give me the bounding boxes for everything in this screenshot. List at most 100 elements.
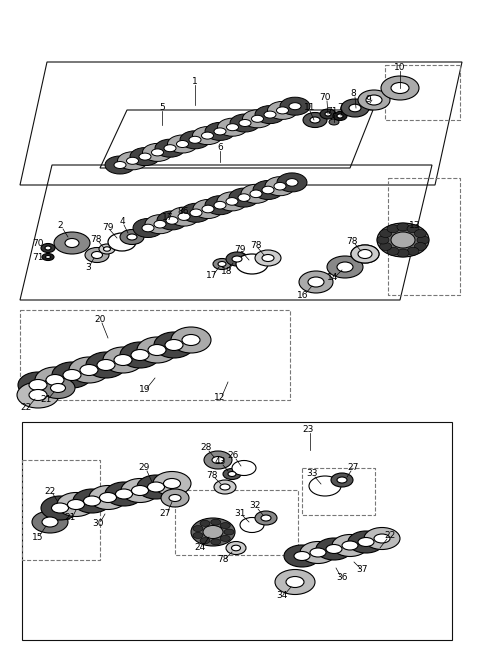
Ellipse shape xyxy=(105,156,135,174)
Ellipse shape xyxy=(85,247,109,262)
Ellipse shape xyxy=(262,255,274,262)
Text: 5: 5 xyxy=(159,104,165,112)
Ellipse shape xyxy=(29,380,47,390)
Ellipse shape xyxy=(275,569,315,594)
Ellipse shape xyxy=(155,139,185,157)
Text: 33: 33 xyxy=(306,470,318,478)
Ellipse shape xyxy=(152,149,164,156)
Ellipse shape xyxy=(204,527,222,537)
Ellipse shape xyxy=(391,232,415,248)
Ellipse shape xyxy=(267,102,298,119)
Ellipse shape xyxy=(214,201,226,209)
Ellipse shape xyxy=(178,213,190,220)
Ellipse shape xyxy=(204,451,232,469)
Text: 9: 9 xyxy=(365,96,371,104)
Ellipse shape xyxy=(387,247,399,255)
Ellipse shape xyxy=(309,476,341,496)
Ellipse shape xyxy=(265,176,295,195)
Text: 27: 27 xyxy=(348,464,359,472)
Ellipse shape xyxy=(337,477,347,483)
Ellipse shape xyxy=(65,239,79,247)
Ellipse shape xyxy=(280,97,310,115)
Ellipse shape xyxy=(286,577,304,588)
Text: 26: 26 xyxy=(228,451,239,461)
Ellipse shape xyxy=(329,119,339,125)
Ellipse shape xyxy=(213,258,231,270)
Ellipse shape xyxy=(308,277,324,287)
Ellipse shape xyxy=(240,518,264,533)
Ellipse shape xyxy=(358,90,390,110)
Ellipse shape xyxy=(29,390,47,401)
Text: 22: 22 xyxy=(44,487,56,497)
Ellipse shape xyxy=(231,545,240,551)
Text: 30: 30 xyxy=(92,518,104,527)
Ellipse shape xyxy=(193,199,223,218)
Ellipse shape xyxy=(46,255,50,258)
Ellipse shape xyxy=(274,182,286,190)
Text: 28: 28 xyxy=(200,443,212,453)
Ellipse shape xyxy=(220,484,230,490)
Ellipse shape xyxy=(250,190,262,197)
Ellipse shape xyxy=(300,541,336,564)
Text: 78: 78 xyxy=(346,237,358,245)
Ellipse shape xyxy=(217,192,247,211)
Text: 14: 14 xyxy=(327,274,339,283)
Ellipse shape xyxy=(310,548,326,557)
Ellipse shape xyxy=(121,478,159,502)
Ellipse shape xyxy=(211,519,221,525)
Ellipse shape xyxy=(261,515,271,521)
Ellipse shape xyxy=(276,107,288,114)
Ellipse shape xyxy=(320,109,336,119)
Text: 27: 27 xyxy=(159,508,171,518)
Ellipse shape xyxy=(348,531,384,553)
Ellipse shape xyxy=(342,541,358,550)
Text: 29: 29 xyxy=(138,464,150,472)
Ellipse shape xyxy=(139,153,151,160)
Ellipse shape xyxy=(255,106,285,123)
Ellipse shape xyxy=(120,230,144,245)
Ellipse shape xyxy=(165,340,183,350)
Ellipse shape xyxy=(166,216,178,224)
Ellipse shape xyxy=(417,236,429,244)
Text: 70: 70 xyxy=(319,94,331,102)
Ellipse shape xyxy=(351,245,379,263)
Text: 32: 32 xyxy=(249,501,261,510)
Ellipse shape xyxy=(164,478,180,489)
Ellipse shape xyxy=(120,342,160,368)
Ellipse shape xyxy=(232,256,242,262)
Ellipse shape xyxy=(349,104,361,112)
Ellipse shape xyxy=(264,111,276,118)
Ellipse shape xyxy=(132,485,148,495)
Ellipse shape xyxy=(89,485,127,510)
Ellipse shape xyxy=(407,225,419,233)
Text: 6: 6 xyxy=(217,144,223,152)
Ellipse shape xyxy=(80,365,98,375)
Ellipse shape xyxy=(241,184,271,203)
Ellipse shape xyxy=(332,535,368,556)
Ellipse shape xyxy=(337,262,353,272)
Ellipse shape xyxy=(214,128,226,135)
Ellipse shape xyxy=(73,489,111,513)
Ellipse shape xyxy=(377,236,389,244)
Ellipse shape xyxy=(41,243,55,253)
Ellipse shape xyxy=(137,475,175,499)
Ellipse shape xyxy=(316,538,352,560)
Ellipse shape xyxy=(200,520,210,526)
Ellipse shape xyxy=(358,537,374,546)
Ellipse shape xyxy=(46,375,64,386)
Text: 43: 43 xyxy=(214,457,226,466)
Ellipse shape xyxy=(253,180,283,199)
Ellipse shape xyxy=(52,362,92,388)
Ellipse shape xyxy=(99,244,115,254)
Ellipse shape xyxy=(18,372,58,398)
Ellipse shape xyxy=(114,354,132,365)
Text: 11: 11 xyxy=(304,104,316,112)
Ellipse shape xyxy=(218,262,226,266)
Ellipse shape xyxy=(255,511,277,525)
Ellipse shape xyxy=(303,112,327,127)
Ellipse shape xyxy=(333,112,347,121)
Ellipse shape xyxy=(92,251,103,258)
Ellipse shape xyxy=(341,99,369,117)
Ellipse shape xyxy=(203,525,223,539)
Ellipse shape xyxy=(127,234,137,240)
